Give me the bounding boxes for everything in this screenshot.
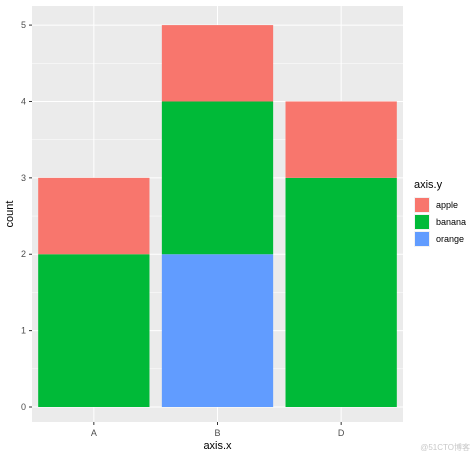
x-tick-label: D bbox=[338, 428, 345, 438]
bar-orange-B bbox=[161, 254, 274, 407]
bar-banana-D bbox=[285, 177, 397, 407]
legend: axis.y apple banana orange bbox=[414, 179, 466, 247]
y-tick-label: 3 bbox=[21, 173, 26, 183]
x-axis-title: axis.x bbox=[203, 440, 232, 452]
bar-banana-B bbox=[161, 101, 274, 255]
legend-swatch-apple bbox=[415, 198, 429, 212]
legend-swatch-banana bbox=[415, 215, 429, 229]
y-axis: 0 1 2 3 4 5 bbox=[21, 20, 32, 412]
x-tick-label: B bbox=[214, 428, 220, 438]
y-tick-label: 1 bbox=[21, 326, 26, 336]
bars bbox=[38, 25, 397, 407]
y-axis-title: count bbox=[4, 201, 16, 228]
x-tick-label: A bbox=[91, 428, 97, 438]
legend-label-banana: banana bbox=[436, 217, 466, 227]
legend-label-apple: apple bbox=[436, 200, 458, 210]
legend-swatch-orange bbox=[415, 232, 429, 246]
y-tick-label: 5 bbox=[21, 20, 26, 30]
bar-apple-B bbox=[161, 25, 274, 102]
watermark: @51CTO博客 bbox=[420, 443, 470, 452]
y-tick-label: 4 bbox=[21, 96, 26, 106]
y-tick-label: 2 bbox=[21, 249, 26, 259]
legend-label-orange: orange bbox=[436, 234, 464, 244]
bar-apple-D bbox=[285, 101, 397, 178]
bar-apple-A bbox=[38, 177, 150, 255]
bar-banana-A bbox=[38, 254, 150, 407]
y-tick-label: 0 bbox=[21, 402, 26, 412]
legend-title: axis.y bbox=[414, 179, 443, 191]
